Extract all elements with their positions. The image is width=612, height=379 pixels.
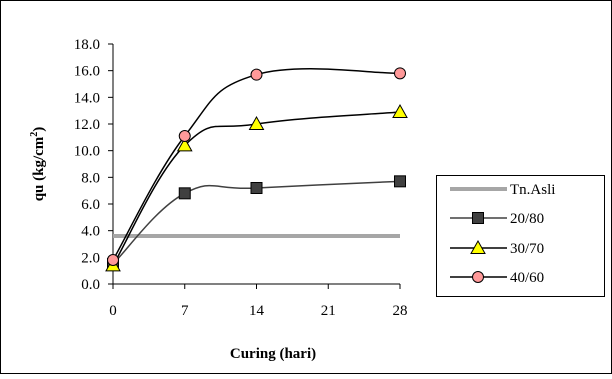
- series-20-80-point: [178, 187, 191, 200]
- y-tick-labels: 0.0 2.0 4.0 6.0 8.0 10.0 12.0 14.0 16.0 18.0: [74, 37, 100, 293]
- y-tick-label: 4.0: [81, 224, 100, 240]
- y-axis-title-close: ): [31, 127, 47, 132]
- series-30-70: [105, 103, 408, 272]
- y-tick-label: 0.0: [81, 277, 100, 293]
- legend-label: 40/60: [510, 270, 544, 286]
- x-tick-label: 0: [109, 303, 117, 319]
- series-30-70-point: [392, 103, 408, 118]
- series-20-80-line: [112, 180, 401, 265]
- series-30-70-point: [248, 115, 265, 130]
- legend-label: 30/70: [510, 241, 544, 257]
- x-tick-label: 21: [321, 303, 336, 319]
- y-tick-label: 16.0: [74, 64, 100, 80]
- y-axis-title-superscript: 2: [29, 132, 40, 137]
- series-layer: [105, 67, 408, 272]
- y-axis-title: qu (kg/cm2): [29, 127, 47, 202]
- x-tick-label: 14: [249, 303, 265, 319]
- x-axis-title: Curing (hari): [230, 346, 316, 362]
- series-40-60: [107, 67, 406, 266]
- x-tick-labels: 0 7 14 21 28: [109, 303, 407, 319]
- legend-marker: [472, 212, 484, 224]
- series-40-60-point: [178, 130, 191, 142]
- series-20-80-point: [250, 182, 263, 194]
- axes: [108, 43, 401, 289]
- y-tick-label: 18.0: [74, 37, 100, 53]
- legend-marker: [470, 239, 486, 254]
- series-30-70-point: [176, 137, 193, 152]
- series-30-70-line: [112, 111, 401, 266]
- legend-marker: [472, 271, 484, 283]
- legend: Tn.Asli 20/80 30/70 40/60: [436, 175, 605, 297]
- series-40-60-point: [394, 67, 406, 80]
- legend-label: Tn.Asli: [510, 182, 555, 198]
- x-tick-label: 7: [181, 303, 189, 319]
- series-40-60-point: [250, 68, 263, 81]
- y-tick-label: 10.0: [74, 144, 100, 160]
- y-tick-label: 6.0: [81, 197, 100, 213]
- series-40-60-point: [107, 254, 119, 266]
- y-tick-label: 8.0: [81, 170, 100, 186]
- y-axis-title-main: qu (kg/cm: [31, 136, 47, 201]
- x-tick-label: 28: [393, 303, 408, 319]
- y-tick-label: 12.0: [74, 117, 100, 133]
- y-tick-label: 2.0: [81, 250, 100, 266]
- y-tick-label: 14.0: [74, 90, 100, 106]
- series-20-80-point: [394, 175, 406, 188]
- legend-label: 20/80: [510, 211, 544, 227]
- series-40-60-line: [112, 68, 401, 261]
